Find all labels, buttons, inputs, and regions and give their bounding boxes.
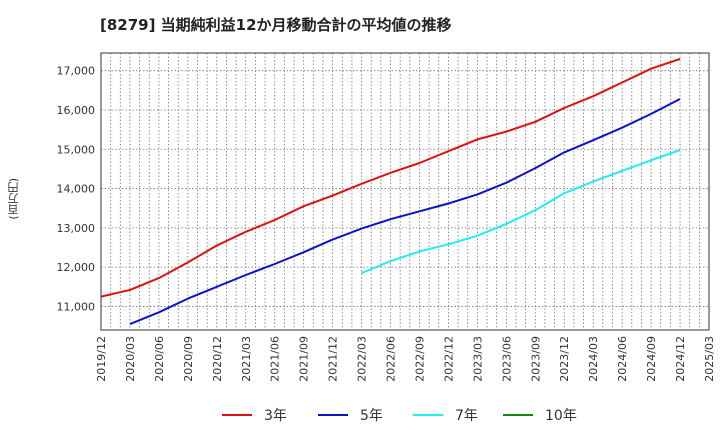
legend-label: 3年 xyxy=(264,408,287,424)
x-tick-label: 2024/03 xyxy=(587,336,600,382)
legend-swatch xyxy=(503,414,533,416)
legend-item: 5年 xyxy=(318,404,383,426)
y-tick-label: 16,000 xyxy=(57,104,96,117)
series-line-5年 xyxy=(129,98,681,326)
x-tick-label: 2023/12 xyxy=(558,336,571,382)
plot-frame xyxy=(100,52,710,331)
x-tick-label: 2019/12 xyxy=(95,336,108,382)
x-tick-label: 2021/03 xyxy=(240,336,253,382)
y-tick-label: 13,000 xyxy=(57,222,96,235)
x-tick-label: 2024/12 xyxy=(674,336,687,382)
legend: 3年 5年 7年 10年 xyxy=(0,404,720,426)
legend-swatch xyxy=(222,414,252,416)
x-tick-label: 2020/12 xyxy=(211,336,224,382)
legend-item: 7年 xyxy=(413,404,478,426)
legend-label: 10年 xyxy=(545,408,577,424)
x-tick-label: 2023/03 xyxy=(471,336,484,382)
x-tick-label: 2021/12 xyxy=(327,336,340,382)
chart-title: [8279] 当期純利益12か月移動合計の平均値の推移 xyxy=(100,16,452,34)
x-tick-label: 2021/06 xyxy=(269,336,282,382)
series-line-3年 xyxy=(100,57,681,298)
line-chart: 11,000 12,000 13,000 14,000 15,000 16,000 17,0… xyxy=(57,52,716,382)
x-tick-label: 2024/06 xyxy=(616,336,629,382)
legend-item: 3年 xyxy=(222,404,287,426)
grid xyxy=(101,53,709,330)
legend-swatch xyxy=(413,414,443,416)
y-tick-label: 14,000 xyxy=(57,183,96,196)
x-tick-label: 2021/09 xyxy=(298,336,311,382)
x-tick-label: 2025/03 xyxy=(703,336,716,382)
y-tick-label: 12,000 xyxy=(57,261,96,274)
legend-label: 7年 xyxy=(455,408,478,424)
y-axis-ticks: 11,000 12,000 13,000 14,000 15,000 16,000 17,0… xyxy=(57,65,96,314)
x-tick-label: 2020/09 xyxy=(182,336,195,382)
x-tick-label: 2024/09 xyxy=(645,336,658,382)
y-tick-label: 17,000 xyxy=(57,65,96,78)
y-tick-label: 15,000 xyxy=(57,143,96,156)
x-axis-ticks: 2019/12 2020/03 2020/06 2020/09 2020/12 2021/… xyxy=(95,336,716,382)
legend-item: 10年 xyxy=(503,404,577,426)
x-tick-label: 2020/06 xyxy=(153,336,166,382)
y-tick-label: 11,000 xyxy=(57,300,96,313)
x-tick-label: 2020/03 xyxy=(124,336,137,382)
x-tick-label: 2022/06 xyxy=(385,336,398,382)
x-tick-label: 2023/09 xyxy=(529,336,542,382)
legend-swatch xyxy=(318,414,348,416)
series-lines xyxy=(100,57,681,326)
series-line-7年 xyxy=(361,149,681,274)
legend-label: 5年 xyxy=(360,408,383,424)
x-tick-label: 2022/03 xyxy=(356,336,369,382)
x-tick-label: 2023/06 xyxy=(500,336,513,382)
x-tick-label: 2022/12 xyxy=(442,336,455,382)
x-tick-label: 2022/09 xyxy=(413,336,426,382)
